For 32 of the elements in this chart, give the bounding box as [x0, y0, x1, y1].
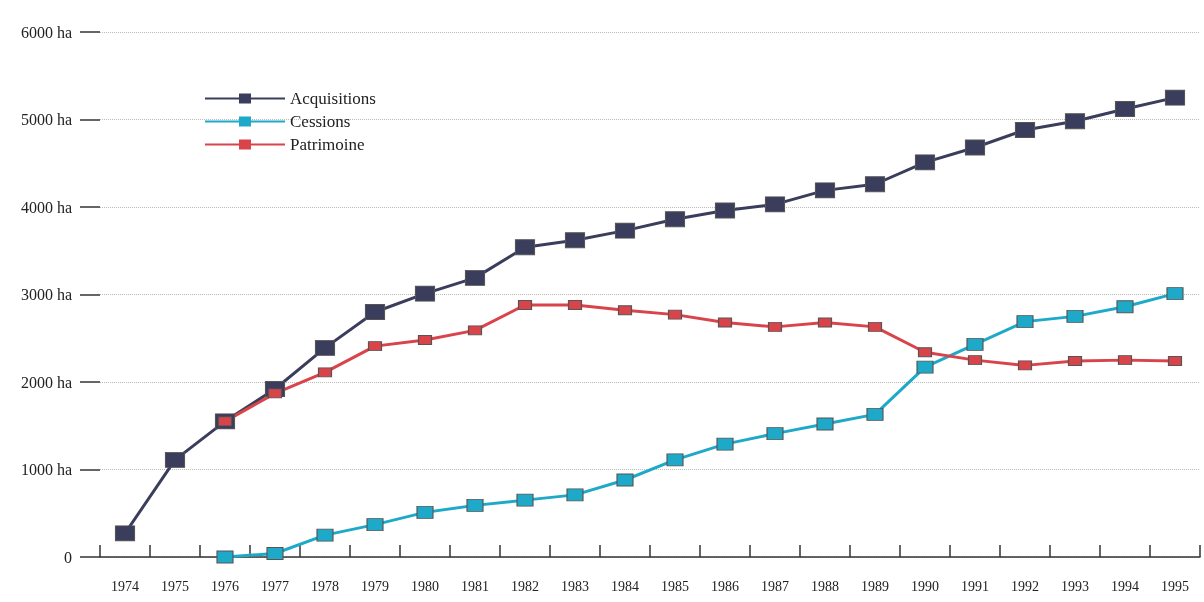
x-tick-label: 1975 [161, 578, 189, 594]
x-tick-label: 1974 [111, 578, 139, 594]
x-tick-label: 1993 [1061, 578, 1089, 594]
x-tick-label: 1987 [761, 578, 789, 594]
y-tick-label: 5000 ha [20, 111, 72, 128]
legend-label: Patrimoine [290, 135, 365, 154]
x-tick-label: 1981 [461, 578, 489, 594]
legend-label: Acquisitions [290, 89, 376, 108]
x-tick-label: 1992 [1011, 578, 1039, 594]
y-tick-label: 4000 ha [20, 198, 72, 216]
x-tick-label: 1983 [561, 578, 589, 594]
x-tick-label: 1991 [961, 578, 989, 594]
x-tick-label: 1984 [611, 578, 639, 594]
y-tick-label: 0 [64, 548, 72, 566]
x-tick-label: 1988 [811, 578, 839, 594]
x-tick-label: 1982 [511, 578, 539, 594]
x-tick-label: 1990 [911, 578, 939, 594]
x-tick-label: 1979 [361, 578, 389, 594]
x-tick-label: 1978 [311, 578, 339, 594]
x-tick-label: 1976 [211, 578, 239, 594]
y-tick-label: 2000 ha [20, 373, 72, 391]
y-tick-label: 1000 ha [20, 461, 72, 478]
x-tick-label: 1977 [261, 578, 289, 594]
x-tick-label: 1994 [1111, 578, 1139, 594]
x-tick-label: 1995 [1161, 578, 1189, 594]
legend-label: Cessions [290, 112, 351, 131]
x-tick-label: 1989 [861, 578, 889, 594]
y-tick-label: 3000 ha [20, 286, 72, 303]
x-tick-label: 1985 [661, 578, 689, 594]
x-tick-label: 1980 [411, 578, 439, 594]
x-tick-label: 1986 [711, 578, 739, 594]
y-tick-label: 6000 ha [20, 23, 72, 41]
